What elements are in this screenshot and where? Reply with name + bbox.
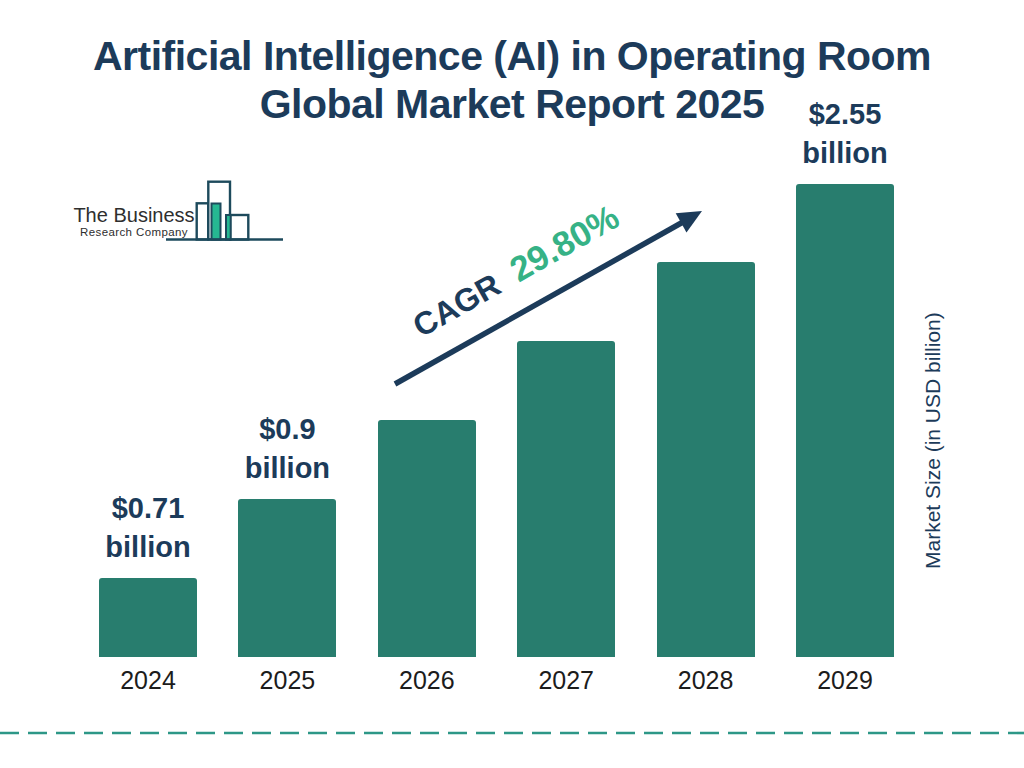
chart: Artificial Intelligence (AI) in Operatin… xyxy=(0,0,1024,768)
bottom-dashed-line xyxy=(0,730,1024,736)
growth-arrow xyxy=(0,0,1024,768)
y-axis-label: Market Size (in USD billion) xyxy=(921,312,945,569)
